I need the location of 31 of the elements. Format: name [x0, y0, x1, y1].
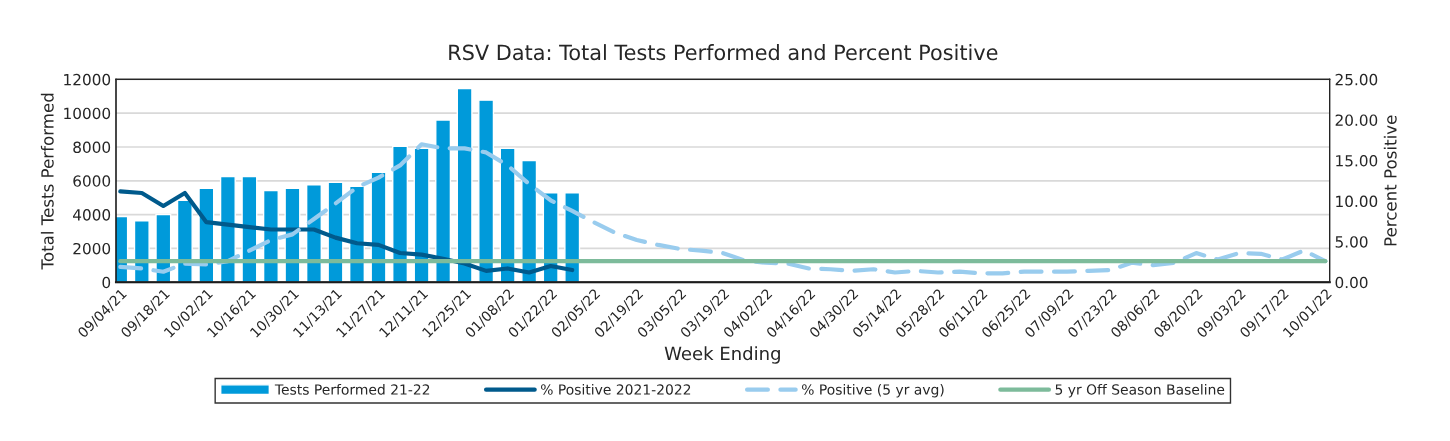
bar	[327, 181, 344, 283]
legend-label: % Positive 2021-2022	[541, 384, 691, 395]
y2-tick-label: 15.00	[1336, 154, 1378, 167]
bar	[219, 175, 236, 283]
y-tick-label: 6000	[73, 175, 111, 187]
bar	[499, 147, 516, 283]
y-tick-label: 0	[102, 276, 111, 289]
bar	[435, 119, 452, 283]
y-tick-label: 12000	[64, 73, 111, 86]
y-tick-label: 4000	[73, 209, 111, 221]
legend-label: Tests Performed 21-22	[274, 384, 430, 395]
line-series	[118, 142, 1328, 276]
y2-tick-label: 5.00	[1335, 236, 1368, 248]
y2-tick-label: 10.00	[1336, 195, 1378, 208]
bar	[478, 99, 495, 283]
chart-title: RSV Data: Total Tests Performed and Percent Positive	[449, 44, 998, 61]
line-series	[118, 189, 575, 275]
y2-axis-title: Percent Positive	[1383, 115, 1397, 246]
y-tick-label: 2000	[73, 242, 111, 255]
y2-tick-label: 0.00	[1335, 276, 1368, 289]
y-axis-title: Total Tests Performed	[40, 93, 54, 270]
legend-label: % Positive (5 yr avg)	[802, 384, 944, 398]
x-axis-title: Week Ending	[664, 346, 780, 364]
y-tick-label: 10000	[64, 107, 111, 120]
legend-label: 5 yr Off Season Baseline	[1055, 384, 1225, 398]
bar	[456, 87, 473, 283]
bar	[413, 147, 430, 283]
bar	[176, 199, 193, 283]
y-tick-label: 8000	[73, 141, 111, 154]
y2-tick-label: 25.00	[1335, 73, 1378, 86]
y2-tick-label: 20.00	[1335, 114, 1378, 126]
